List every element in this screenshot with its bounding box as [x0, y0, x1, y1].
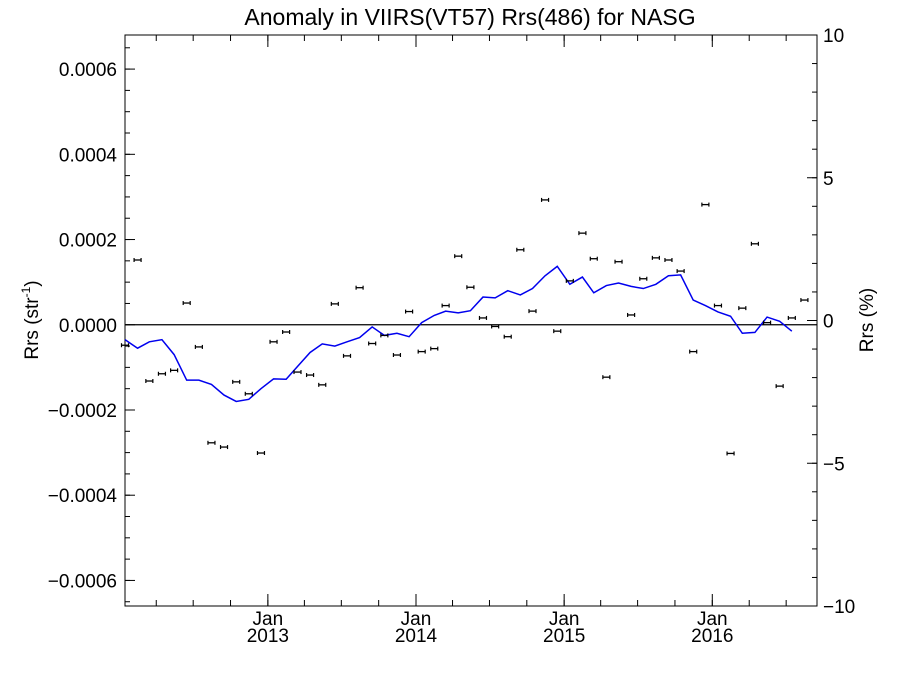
data-point — [355, 285, 364, 290]
y-axis-label-superscript: -1 — [19, 286, 33, 297]
data-point — [553, 329, 562, 334]
data-point — [689, 349, 698, 354]
x-tick-month-label: Jan — [401, 609, 432, 630]
data-point — [232, 379, 241, 384]
data-point — [565, 278, 574, 283]
y-axis-label-end: ) — [22, 280, 43, 286]
data-point — [602, 375, 611, 380]
data-point — [775, 384, 784, 389]
data-point — [726, 451, 735, 456]
data-point — [182, 301, 191, 306]
data-point — [133, 257, 142, 262]
data-point — [269, 339, 278, 344]
y2-tick-label: 5 — [823, 169, 834, 190]
y-tick-label: 0.0000 — [59, 316, 117, 337]
y-tick-label: −0.0004 — [48, 486, 118, 507]
data-point — [676, 269, 685, 274]
data-point — [614, 259, 623, 264]
y2-axis-label: Rrs (%) — [857, 288, 878, 352]
y2-tick-label: 10 — [823, 26, 844, 47]
data-point — [466, 285, 475, 290]
data-point — [380, 333, 389, 338]
data-point — [368, 341, 377, 346]
data-point — [589, 256, 598, 261]
x-tick-year-label: 2016 — [691, 626, 733, 647]
data-point — [392, 353, 402, 358]
data-point — [491, 324, 500, 329]
y2-tick-label: 0 — [823, 312, 834, 333]
y-axis-label: Rrs (str-1) — [19, 280, 43, 359]
data-point — [342, 353, 352, 358]
data-point — [578, 231, 587, 236]
minor-ticks — [125, 34, 817, 607]
monthly-anomaly-series — [120, 197, 809, 456]
y2-tick-label: −10 — [823, 597, 855, 618]
data-point — [750, 241, 760, 246]
data-point — [256, 451, 266, 456]
right-axis-ticks: −10 −5 0 5 10 — [807, 26, 855, 618]
data-point — [441, 303, 450, 308]
data-point — [145, 379, 154, 384]
y2-tick-label: −5 — [823, 454, 845, 475]
data-point — [330, 301, 339, 306]
data-point — [120, 343, 130, 348]
data-point — [540, 197, 550, 202]
data-point — [787, 315, 796, 320]
data-point — [701, 202, 710, 207]
data-point — [664, 257, 673, 262]
data-point — [417, 349, 426, 354]
plot-frame — [124, 34, 818, 607]
data-point — [305, 373, 315, 378]
y-tick-label: 0.0006 — [59, 60, 117, 81]
data-point — [639, 276, 648, 281]
data-point — [503, 334, 512, 339]
data-point — [282, 330, 291, 335]
y-tick-label: −0.0006 — [48, 571, 117, 592]
data-point — [454, 254, 463, 259]
data-point — [528, 309, 537, 314]
y-axis-label-base: Rrs (str — [22, 297, 43, 360]
left-axis-ticks: −0.0006 −0.0004 −0.0002 0.0000 0.0002 0.0004 0… — [48, 60, 135, 592]
data-point — [478, 315, 488, 320]
y-tick-label: −0.0002 — [48, 401, 117, 422]
data-point — [800, 298, 809, 303]
data-point — [157, 371, 167, 376]
data-point — [170, 368, 179, 373]
y-tick-label: 0.0002 — [59, 231, 117, 252]
data-point — [293, 370, 302, 375]
x-tick-year-label: 2014 — [395, 626, 438, 647]
x-tick-month-label: Jan — [253, 609, 284, 630]
x-tick-year-label: 2013 — [247, 626, 289, 647]
data-point — [713, 303, 723, 308]
data-point — [318, 382, 327, 387]
data-point — [627, 312, 636, 317]
running-mean-series — [124, 265, 793, 403]
x-tick-month-label: Jan — [549, 609, 580, 630]
data-point — [738, 306, 747, 311]
x-tick-year-label: 2015 — [543, 626, 585, 647]
chart-title: Anomaly in VIIRS(VT57) Rrs(486) for NASG — [244, 4, 695, 30]
data-point — [516, 247, 525, 252]
data-point — [651, 255, 660, 260]
data-point — [219, 445, 229, 450]
data-point — [207, 440, 216, 445]
running-mean-line — [124, 265, 793, 403]
data-point — [762, 320, 772, 325]
y-tick-label: 0.0004 — [59, 145, 118, 166]
data-point — [430, 346, 439, 351]
x-tick-month-label: Jan — [697, 609, 728, 630]
data-point — [194, 344, 203, 349]
data-point — [244, 391, 253, 396]
data-point — [405, 309, 414, 314]
